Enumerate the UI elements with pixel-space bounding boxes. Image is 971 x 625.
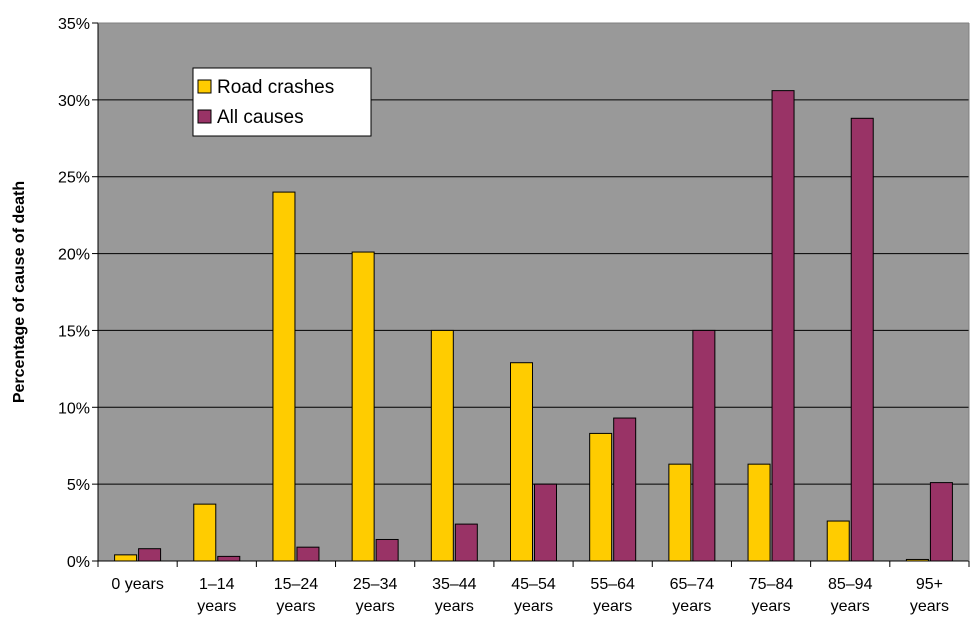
x-tick-label: 95+ years: [910, 576, 949, 615]
legend-label-road-crashes: Road crashes: [217, 77, 334, 98]
bar-all-causes: [929, 482, 953, 562]
bar-road-crashes: [826, 520, 850, 562]
x-tick-label: 15–24 years: [274, 576, 319, 615]
x-tick-label: 0 years: [111, 576, 163, 593]
x-tick-label: 1–14 years: [197, 576, 236, 615]
y-tick-label: 0%: [67, 554, 90, 571]
x-tick-label: 85–94 years: [828, 576, 873, 615]
bar-all-causes: [138, 548, 162, 562]
bar-all-causes: [454, 523, 478, 562]
x-tick-label: 25–34 years: [353, 576, 398, 615]
axes: [97, 22, 970, 562]
bar-road-crashes: [272, 191, 296, 562]
bar-all-causes: [850, 117, 874, 562]
y-tick-label: 20%: [58, 247, 90, 264]
y-tick-label: 5%: [67, 477, 90, 494]
x-tick-label: 75–84 years: [749, 576, 794, 615]
bars: [114, 90, 953, 562]
bar-road-crashes: [747, 463, 771, 562]
bar-road-crashes: [351, 251, 375, 562]
bar-road-crashes: [510, 362, 533, 562]
x-tick-label: 55–64 years: [590, 576, 635, 615]
x-axis-ticks: 0 years 1–14 years 15–24 years 25–34 years 35–4…: [97, 561, 970, 615]
y-axis-ticks: 0% 5% 10% 15% 20% 25% 30% 35%: [58, 16, 98, 571]
x-tick-label: 65–74 years: [670, 576, 715, 615]
y-tick-label: 35%: [58, 16, 90, 33]
bar-all-causes: [613, 417, 637, 562]
bar-all-causes: [692, 329, 716, 562]
bar-road-crashes: [589, 432, 613, 562]
legend-box: [192, 67, 372, 137]
bar-road-crashes: [430, 329, 454, 562]
y-axis-label: Percentage of cause of death: [11, 181, 28, 403]
x-tick-label: 45–54 years: [511, 576, 556, 615]
bar-all-causes: [375, 538, 399, 562]
bar-road-crashes: [193, 503, 217, 562]
legend-swatch-road-crashes: [197, 79, 212, 94]
x-tick-label: 35–44 years: [432, 576, 477, 615]
legend-label-all-causes: All causes: [217, 107, 304, 128]
y-tick-label: 25%: [58, 170, 90, 187]
y-tick-label: 15%: [58, 323, 90, 340]
bar-road-crashes: [114, 554, 138, 562]
bar-road-crashes: [668, 463, 692, 562]
bar-all-causes: [217, 555, 241, 562]
y-tick-label: 10%: [58, 400, 90, 417]
bar-all-causes: [296, 546, 320, 562]
legend-swatch-all-causes: [197, 109, 212, 124]
y-tick-label: 30%: [58, 93, 90, 110]
bar-all-causes: [771, 90, 795, 562]
bar-all-causes: [534, 483, 557, 562]
legend: Road crashes All causes: [192, 67, 372, 137]
